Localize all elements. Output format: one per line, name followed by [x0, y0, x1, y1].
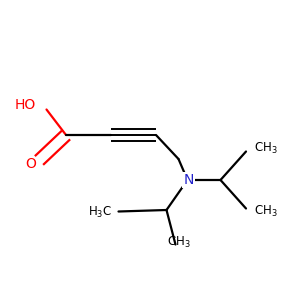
Text: O: O — [25, 157, 36, 170]
Text: H$_3$C: H$_3$C — [88, 205, 112, 220]
Text: CH$_3$: CH$_3$ — [254, 141, 277, 156]
Text: CH$_3$: CH$_3$ — [167, 236, 190, 250]
Text: CH$_3$: CH$_3$ — [254, 204, 277, 219]
Text: HO: HO — [15, 98, 36, 112]
Text: N: N — [183, 173, 194, 187]
